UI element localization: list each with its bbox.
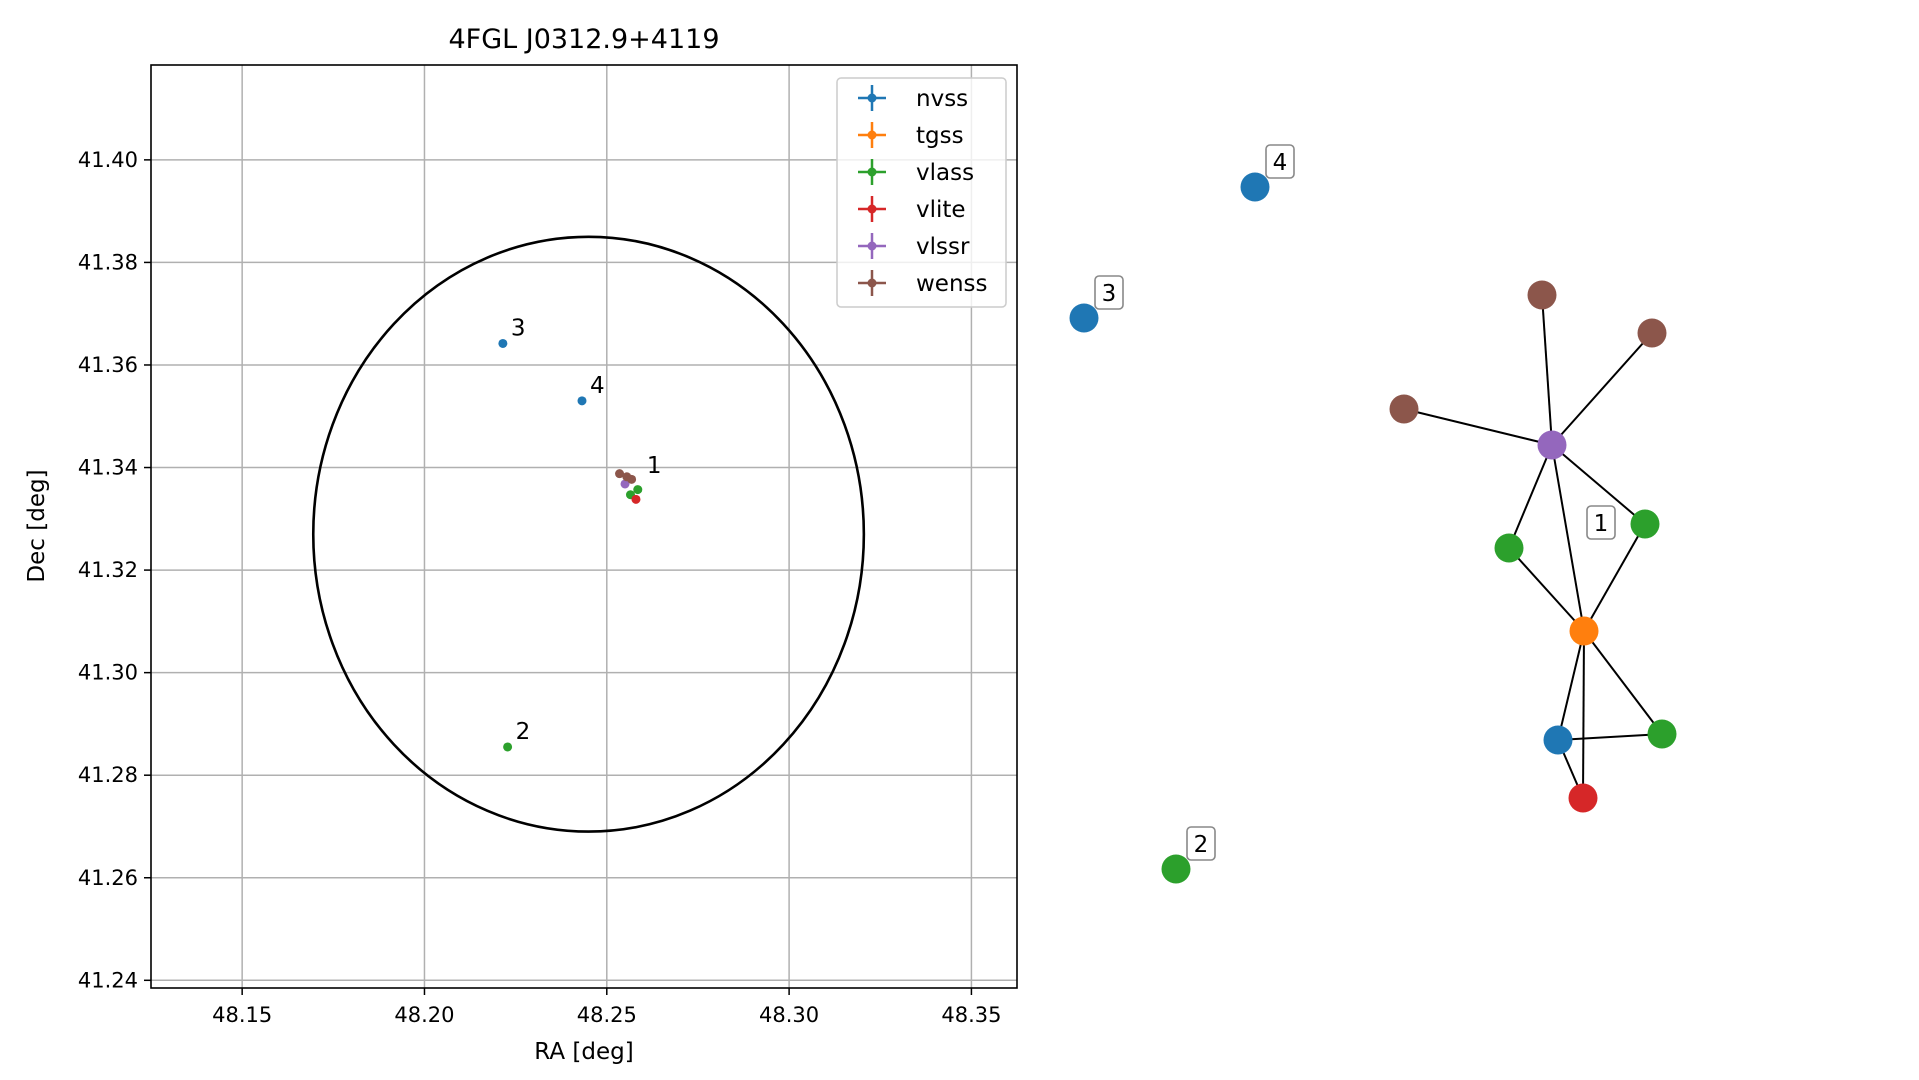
legend-marker-dot — [867, 130, 877, 140]
graph-edge — [1583, 630, 1663, 735]
legend-label: nvss — [916, 86, 968, 112]
legend-label: tgss — [916, 123, 964, 149]
graph-nodes — [1069, 172, 1677, 884]
graph-edge — [1582, 630, 1585, 799]
x-tick-label: 48.30 — [759, 1003, 819, 1027]
graph-node-vlass — [1161, 854, 1191, 884]
graph-label-frame — [1265, 144, 1295, 179]
point-label: 4 — [590, 373, 605, 399]
graph-node-labels: 4 3 2 1 — [1094, 144, 1616, 861]
graph-node-nvss — [1069, 303, 1099, 333]
data-point-vlssr — [620, 479, 630, 489]
graph-edges — [1403, 294, 1663, 799]
legend-entries: nvss tgss vlass vlite vlssr wenss — [858, 85, 988, 297]
legend-marker-dot — [867, 278, 877, 288]
data-point-vlass — [503, 742, 513, 752]
graph-edge — [1508, 547, 1585, 632]
graph-label-box: 4 — [1265, 144, 1295, 179]
data-point-wenss — [615, 469, 625, 479]
data-points — [498, 338, 643, 752]
error-ellipse-layer — [311, 235, 866, 833]
axis-ticks: 48.15 48.20 48.25 48.30 48.35 41.24 41.26 41.28… — [78, 148, 1002, 1027]
graph-node-wenss — [1527, 280, 1557, 310]
x-axis-label: RA [deg] — [534, 1039, 633, 1065]
y-tick-label: 41.32 — [78, 558, 138, 582]
graph-label-box: 3 — [1094, 275, 1124, 310]
legend-marker-dot — [867, 93, 877, 103]
graph-label-box: 1 — [1586, 505, 1616, 540]
data-point-wenss — [627, 474, 637, 484]
y-axis-label: Dec [deg] — [24, 469, 50, 582]
graph-label-box: 2 — [1186, 826, 1216, 861]
legend-label: vlass — [916, 160, 974, 186]
graph-edge — [1551, 332, 1653, 446]
y-tick-label: 41.38 — [78, 250, 138, 274]
data-point-vlass — [633, 485, 643, 495]
graph-node-tgss — [1569, 616, 1599, 646]
plot-frame — [150, 64, 1018, 989]
graph-edge — [1551, 444, 1646, 525]
y-tick-label: 41.36 — [78, 353, 138, 377]
legend-label: wenss — [916, 271, 988, 297]
graph-node-wenss — [1637, 318, 1667, 348]
legend: nvss tgss vlass vlite vlssr wenss — [836, 77, 1007, 308]
graph-label-frame — [1586, 505, 1616, 540]
legend-entry-wenss: wenss — [858, 270, 988, 297]
y-tick-label: 41.24 — [78, 968, 138, 992]
legend-marker-dot — [867, 241, 877, 251]
graph-node-vlssr — [1537, 430, 1567, 460]
point-label: 3 — [511, 315, 526, 341]
legend-entry-vlass: vlass — [858, 159, 974, 186]
y-tick-label: 41.40 — [78, 148, 138, 172]
graph-edge — [1583, 523, 1646, 632]
legend-label: vlssr — [916, 234, 970, 260]
graph-label-text: 4 — [1273, 150, 1288, 176]
graph-node-wenss — [1389, 394, 1419, 424]
x-tick-label: 48.20 — [394, 1003, 454, 1027]
chart-title: 4FGL J0312.9+4119 — [448, 24, 719, 55]
x-tick-label: 48.15 — [212, 1003, 272, 1027]
y-tick-label: 41.34 — [78, 456, 138, 480]
graph-label-text: 1 — [1594, 511, 1609, 537]
x-tick-label: 48.35 — [941, 1003, 1001, 1027]
point-label: 2 — [516, 719, 531, 745]
legend-marker-dot — [867, 167, 877, 177]
graph-edge — [1557, 630, 1585, 741]
graph-node-nvss — [1240, 172, 1270, 202]
graph-label-text: 2 — [1194, 832, 1209, 858]
association-graph: 4 3 2 1 — [1069, 144, 1677, 884]
legend-label: vlite — [916, 197, 966, 223]
data-point-nvss — [498, 338, 508, 348]
point-labels: 1 2 3 4 — [511, 315, 662, 745]
point-label: 1 — [647, 453, 662, 479]
graph-edge — [1557, 733, 1663, 741]
y-tick-label: 41.30 — [78, 661, 138, 685]
graph-node-vlass — [1494, 533, 1524, 563]
graph-edge — [1508, 444, 1553, 549]
legend-entry-vlite: vlite — [858, 196, 966, 223]
graph-node-vlite — [1568, 783, 1598, 813]
graph-label-frame — [1186, 826, 1216, 861]
y-tick-label: 41.28 — [78, 763, 138, 787]
x-tick-label: 48.25 — [577, 1003, 637, 1027]
graph-label-text: 3 — [1102, 281, 1117, 307]
legend-entry-nvss: nvss — [858, 85, 968, 112]
legend-entry-vlssr: vlssr — [858, 233, 970, 260]
graph-node-vlass — [1630, 509, 1660, 539]
graph-node-vlass — [1647, 719, 1677, 749]
graph-edge — [1541, 294, 1553, 446]
data-point-vlite — [631, 494, 641, 504]
legend-marker-dot — [867, 204, 877, 214]
graph-label-frame — [1094, 275, 1124, 310]
graph-edge — [1403, 408, 1553, 446]
error-ellipse — [311, 235, 866, 833]
graph-edge — [1551, 444, 1585, 632]
y-tick-label: 41.26 — [78, 866, 138, 890]
legend-entry-tgss: tgss — [858, 122, 964, 149]
graph-node-nvss — [1543, 725, 1573, 755]
data-point-nvss — [577, 396, 587, 406]
